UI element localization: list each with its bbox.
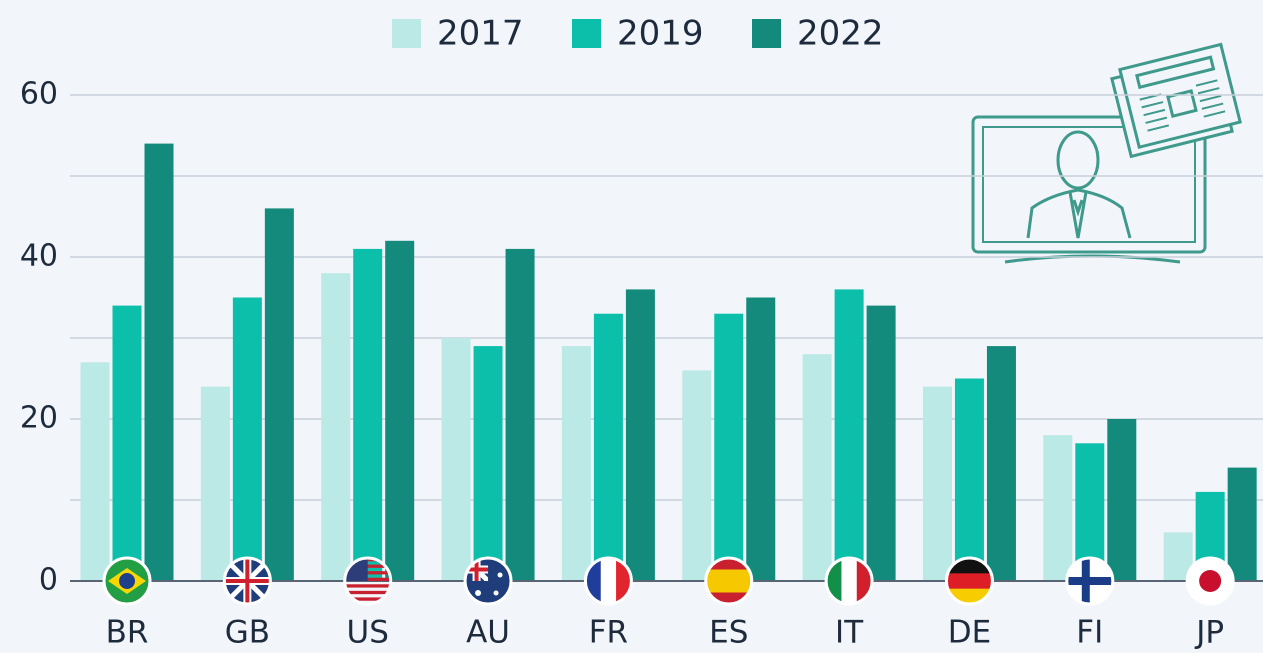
x-tick-label: DE [948, 615, 991, 651]
flag-badge [826, 558, 873, 604]
bar [353, 249, 382, 581]
flag-stripe [706, 570, 752, 594]
flag-badge [345, 558, 391, 604]
y-tick-label: 20 [20, 401, 58, 436]
flag-sun [1199, 570, 1221, 592]
bar [113, 306, 142, 581]
flag-badge [946, 558, 992, 605]
y-tick-label: 0 [39, 563, 58, 598]
legend-label: 2017 [437, 14, 524, 54]
bar [233, 298, 262, 582]
bar [682, 370, 711, 581]
flag-stripe [345, 591, 391, 594]
flag-star [498, 573, 503, 578]
bar [506, 249, 535, 581]
bar [1228, 468, 1257, 581]
flag-badge [585, 558, 632, 604]
bar [145, 144, 174, 581]
bar [1043, 435, 1072, 581]
legend-swatch [572, 19, 601, 48]
flag-stripe [841, 558, 857, 604]
flag-badge [1187, 558, 1233, 604]
flag-stripe [601, 558, 617, 604]
bar [265, 208, 294, 581]
flag-star [494, 591, 499, 596]
legend-swatch [752, 19, 781, 48]
flag-stripe [946, 573, 992, 589]
x-tick-label: AU [466, 615, 510, 651]
bar [714, 314, 743, 581]
bar [923, 387, 952, 581]
bar [442, 338, 471, 581]
flag-field [465, 581, 511, 604]
bar [867, 306, 896, 581]
x-tick-label: IT [835, 615, 864, 651]
bar [955, 379, 984, 582]
flag-badge [1067, 558, 1113, 604]
bar [201, 387, 230, 581]
bar [321, 273, 350, 581]
bar [562, 346, 591, 581]
bar [594, 314, 623, 581]
flag-star [475, 590, 481, 596]
bar [385, 241, 414, 581]
bar [1107, 419, 1136, 581]
x-tick-label: JP [1194, 615, 1224, 651]
x-tick-label: ES [709, 615, 748, 651]
flag-badge [465, 558, 511, 604]
flag-badge [706, 558, 752, 605]
x-tick-label: FR [589, 615, 628, 651]
bar [81, 362, 110, 581]
legend-swatch [392, 19, 421, 48]
flag-badge [104, 558, 150, 604]
legend-label: 2022 [797, 14, 884, 54]
bar [835, 289, 864, 581]
bar [746, 298, 775, 582]
x-tick-label: BR [106, 615, 149, 651]
news-icon [973, 44, 1242, 262]
y-tick-label: 40 [20, 239, 58, 274]
bar [987, 346, 1016, 581]
bar [626, 289, 655, 581]
flag-globe [119, 573, 135, 589]
chart: 0 20 40 60 2017 2019 2022 BR GB US AU FR ES IT DE FI JP [0, 0, 1263, 653]
x-tick-label: GB [225, 615, 270, 651]
x-tick-label: US [347, 615, 389, 651]
legend-label: 2019 [617, 14, 704, 54]
bar [474, 346, 503, 581]
flag-stripe [345, 584, 391, 587]
flag-cross [1082, 558, 1090, 604]
flag-badge [224, 558, 270, 604]
bar [803, 354, 832, 581]
y-tick-label: 60 [20, 77, 58, 112]
x-tick-label: FI [1076, 615, 1103, 651]
